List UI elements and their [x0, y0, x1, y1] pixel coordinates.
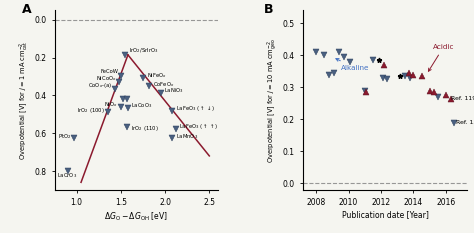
Text: LaNiO$_3$: LaNiO$_3$ — [164, 86, 184, 95]
Text: NiO$_x$: NiO$_x$ — [104, 100, 118, 109]
X-axis label: $\Delta G_{\rm O} - \Delta G_{\rm OH}$ [eV]: $\Delta G_{\rm O} - \Delta G_{\rm OH}$ [… — [104, 210, 168, 223]
Text: Ref. 131: Ref. 131 — [456, 120, 474, 125]
X-axis label: Publication date [Year]: Publication date [Year] — [342, 210, 428, 219]
Text: LaCrO$_3$: LaCrO$_3$ — [57, 171, 77, 180]
Text: Alkaline: Alkaline — [336, 58, 369, 71]
Text: A: A — [22, 3, 31, 16]
Text: LaFeO$_3$ ($\uparrow\uparrow$): LaFeO$_3$ ($\uparrow\uparrow$) — [179, 122, 219, 131]
Text: LaMnO$_3$: LaMnO$_3$ — [176, 132, 198, 140]
Text: B: B — [264, 3, 273, 16]
Text: Ref. 119: Ref. 119 — [452, 96, 474, 101]
Y-axis label: Overpotential [V] for $j = 10$ mA cm$^{-2}_{\rm geo}$: Overpotential [V] for $j = 10$ mA cm$^{-… — [265, 38, 280, 163]
Text: LaFeO$_3$ ($\uparrow\downarrow$): LaFeO$_3$ ($\uparrow\downarrow$) — [176, 104, 215, 113]
Text: CoFeO$_x$: CoFeO$_x$ — [153, 80, 174, 89]
Text: NiFeO$_x$: NiFeO$_x$ — [146, 71, 166, 80]
Text: PtO$_2$: PtO$_2$ — [58, 132, 71, 140]
Text: IrO$_2$ (110): IrO$_2$ (110) — [130, 124, 158, 133]
Text: Acidic: Acidic — [428, 44, 455, 71]
Y-axis label: Overpotential [V] for $j = 1$ mA cm$^{-2}_{\rm cat}$: Overpotential [V] for $j = 1$ mA cm$^{-2… — [18, 41, 31, 160]
Text: IrO$_2$ (100): IrO$_2$ (100) — [77, 106, 105, 115]
Text: CoO$_x$-(a): CoO$_x$-(a) — [88, 81, 112, 89]
Text: IrO$_2$/SrIrO$_3$: IrO$_2$/SrIrO$_3$ — [129, 47, 158, 55]
Text: NiCoO$_x$: NiCoO$_x$ — [96, 74, 117, 83]
Text: FeCoW: FeCoW — [100, 69, 118, 74]
Text: LaCoO$_3$: LaCoO$_3$ — [131, 101, 153, 110]
